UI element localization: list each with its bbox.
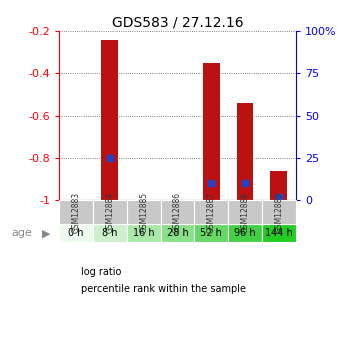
- Bar: [194, 224, 228, 242]
- Bar: [161, 224, 194, 242]
- Bar: [59, 224, 93, 242]
- Text: GSM12883: GSM12883: [72, 191, 80, 233]
- Text: GSM12884: GSM12884: [105, 191, 114, 233]
- Bar: [161, 200, 194, 224]
- Bar: [127, 200, 161, 224]
- Text: 144 h: 144 h: [265, 228, 293, 238]
- Text: GSM12885: GSM12885: [139, 191, 148, 233]
- Text: GSM12887: GSM12887: [207, 191, 216, 233]
- Bar: [270, 170, 287, 200]
- Text: percentile rank within the sample: percentile rank within the sample: [81, 284, 246, 294]
- Text: log ratio: log ratio: [81, 267, 121, 277]
- Text: age: age: [12, 228, 33, 238]
- Text: 52 h: 52 h: [200, 228, 222, 238]
- Text: GSM12888: GSM12888: [241, 192, 249, 233]
- Title: GDS583 / 27.12.16: GDS583 / 27.12.16: [112, 16, 243, 30]
- Text: 0 h: 0 h: [68, 228, 84, 238]
- Bar: [93, 200, 127, 224]
- Bar: [203, 63, 220, 200]
- Text: ▶: ▶: [42, 228, 51, 238]
- Text: GSM12886: GSM12886: [173, 191, 182, 233]
- Bar: [127, 224, 161, 242]
- Bar: [228, 200, 262, 224]
- Bar: [101, 40, 118, 200]
- Bar: [59, 200, 93, 224]
- Text: GSM12889: GSM12889: [274, 191, 283, 233]
- Bar: [228, 224, 262, 242]
- Text: 28 h: 28 h: [167, 228, 188, 238]
- Bar: [237, 103, 254, 200]
- Text: 96 h: 96 h: [234, 228, 256, 238]
- Text: 16 h: 16 h: [133, 228, 154, 238]
- Bar: [262, 200, 296, 224]
- Bar: [262, 224, 296, 242]
- Bar: [194, 200, 228, 224]
- Bar: [93, 224, 127, 242]
- Text: 8 h: 8 h: [102, 228, 118, 238]
